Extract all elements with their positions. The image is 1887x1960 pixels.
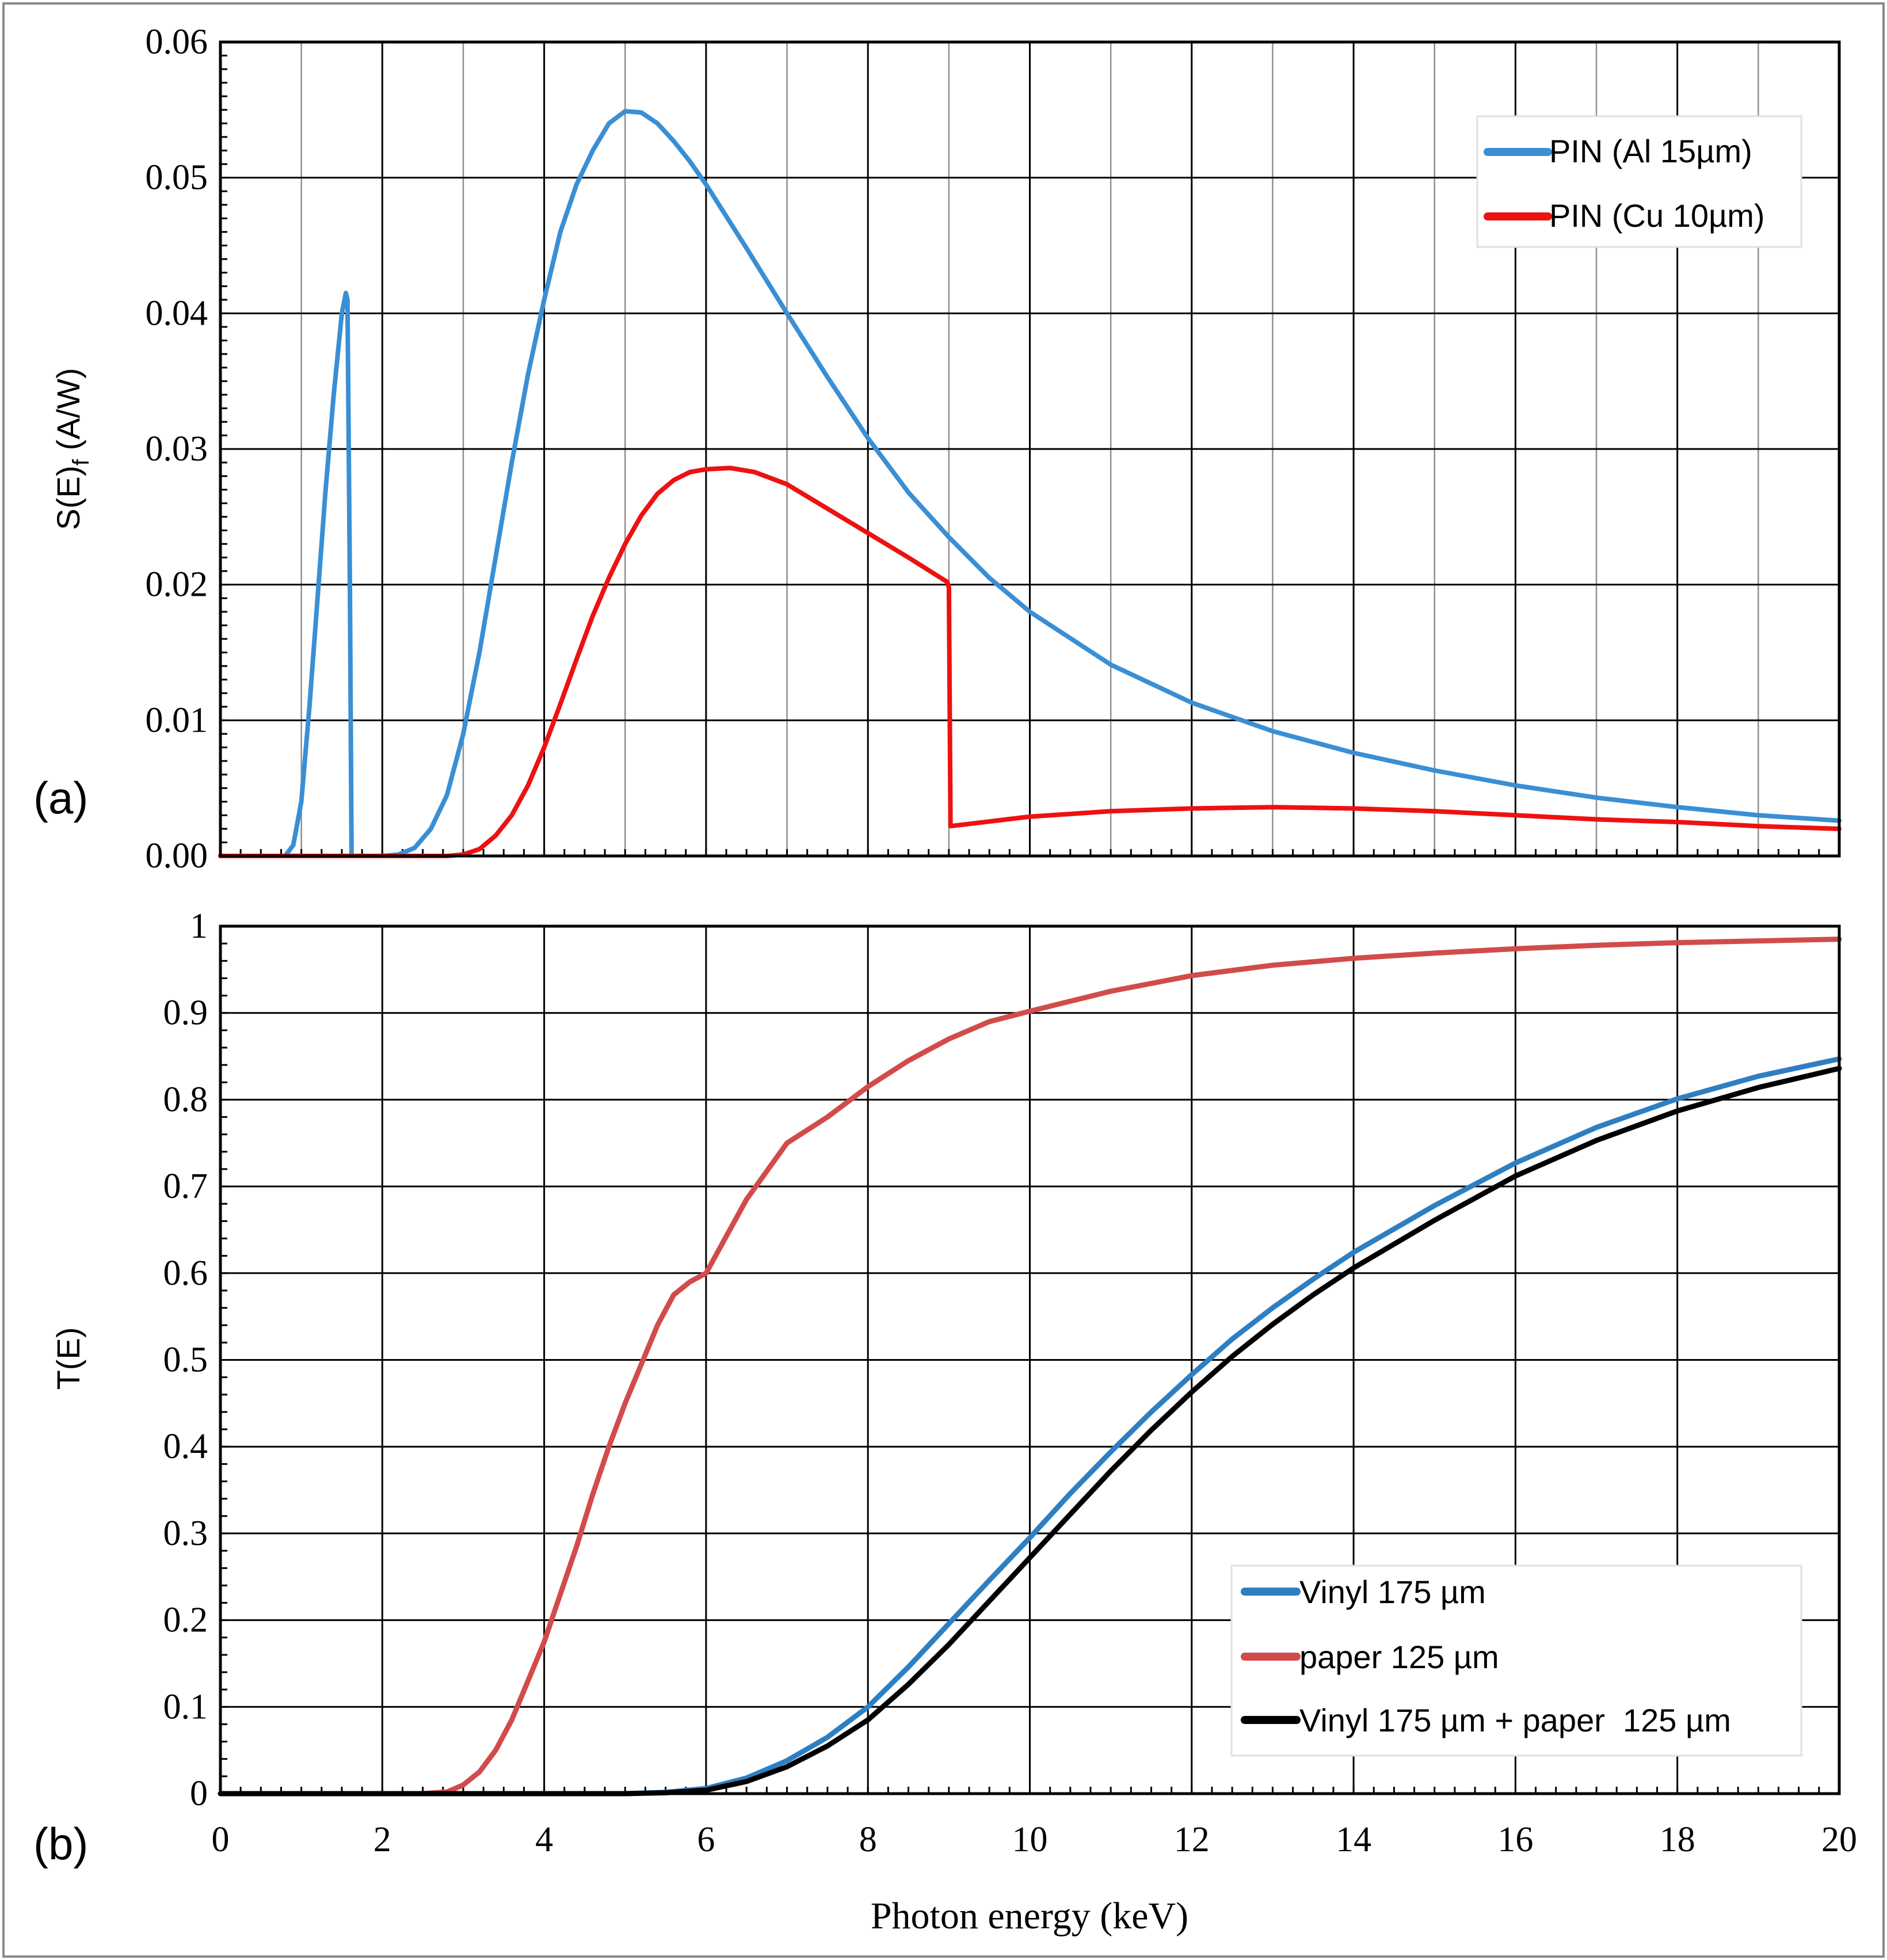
- y-tick-label: 1: [190, 907, 208, 946]
- panel-a-legend-box: [1476, 115, 1802, 248]
- panel-b-series: [218, 937, 1842, 1797]
- x-tick-label: 4: [535, 1820, 553, 1859]
- x-tick-label: 8: [859, 1820, 877, 1859]
- panel-b-label: (b): [33, 1818, 88, 1869]
- panel-b-plot-frame: [219, 924, 1841, 1795]
- series-line-vinyl-175-m: [218, 1056, 1842, 1797]
- y-tick-label: 0.9: [163, 994, 208, 1033]
- panel-a-plot-frame: [219, 40, 1841, 858]
- panel-b-legend: Vinyl 175 µm paper 125 µm Vinyl 175 µm +…: [1230, 1565, 1802, 1757]
- legend-label-pin-cu: PIN (Cu 10µm): [1549, 197, 1765, 234]
- series-line-paper-125-m: [218, 937, 1842, 1797]
- y-tick-label: 0.5: [163, 1341, 208, 1380]
- legend-label-vinyl: Vinyl 175 µm: [1299, 1574, 1486, 1610]
- x-tick-label: 6: [697, 1820, 715, 1859]
- series-line-pin-al-15-m: [218, 109, 1842, 858]
- y-tick-label: 0.4: [163, 1427, 208, 1466]
- y-tick-label: 0.1: [163, 1687, 208, 1726]
- panel-a-label: (a): [33, 772, 88, 823]
- panel-b-x-tick-labels: 0 2 4 6 8 10 12 14 16 18 20: [212, 1820, 1858, 1859]
- x-tick-label: 20: [1821, 1820, 1857, 1859]
- x-tick-label: 14: [1336, 1820, 1371, 1859]
- y-tick-label: 0.3: [163, 1514, 208, 1553]
- x-tick-label: 10: [1012, 1820, 1048, 1859]
- y-tick-label: 0.2: [163, 1601, 208, 1640]
- y-tick-label: 0.00: [146, 836, 208, 876]
- y-tick-label: 0.05: [146, 158, 208, 197]
- x-tick-label: 16: [1497, 1820, 1533, 1859]
- legend-label-vinyl-paper: Vinyl 175 µm + paper 125 µm: [1299, 1702, 1731, 1738]
- y-tick-label: 0: [190, 1774, 208, 1813]
- y-tick-label: 0.8: [163, 1080, 208, 1119]
- panel-a-series: [218, 109, 1842, 858]
- panel-b-x-axis-label: Photon energy (keV): [871, 1895, 1188, 1937]
- legend-label-paper: paper 125 µm: [1299, 1639, 1499, 1675]
- y-tick-label: 0.01: [146, 701, 208, 740]
- y-tick-label: 0.6: [163, 1254, 208, 1293]
- x-tick-label: 18: [1660, 1820, 1695, 1859]
- series-line-pin-cu-10-m: [218, 466, 1842, 858]
- x-tick-label: 12: [1174, 1820, 1210, 1859]
- legend-label-pin-al: PIN (Al 15µm): [1549, 133, 1752, 169]
- panel-a: 0.00 0.01 0.02 0.03 0.04 0.05 0.06 S(E)f (A/W)…: [33, 22, 1842, 876]
- panel-b-legend-box: [1230, 1565, 1802, 1757]
- y-tick-label: 0.7: [163, 1167, 208, 1206]
- series-line-vinyl-175-m-paper-125-m: [218, 1065, 1842, 1797]
- panel-a-y-tick-labels: 0.00 0.01 0.02 0.03 0.04 0.05 0.06: [146, 22, 208, 876]
- panel-a-legend: PIN (Al 15µm) PIN (Cu 10µm): [1476, 115, 1802, 248]
- y-tick-label: 0.06: [146, 22, 208, 62]
- y-tick-label: 0.02: [146, 565, 208, 604]
- panel-b: 0 0.1 0.2 0.3 0.4 0.5 0.6 0.7 0.8 0.9 1 0 2 4 6 8 10 12 1…: [33, 907, 1857, 1937]
- y-tick-label: 0.04: [146, 294, 208, 333]
- x-tick-label: 2: [373, 1820, 391, 1859]
- panel-a-y-axis-label: S(E)f (A/W): [50, 368, 94, 530]
- x-tick-label: 0: [212, 1820, 230, 1859]
- y-tick-label: 0.03: [146, 429, 208, 469]
- panel-b-y-axis-label: T(E): [50, 1327, 86, 1390]
- panel-b-y-tick-labels: 0 0.1 0.2 0.3 0.4 0.5 0.6 0.7 0.8 0.9 1: [163, 907, 208, 1813]
